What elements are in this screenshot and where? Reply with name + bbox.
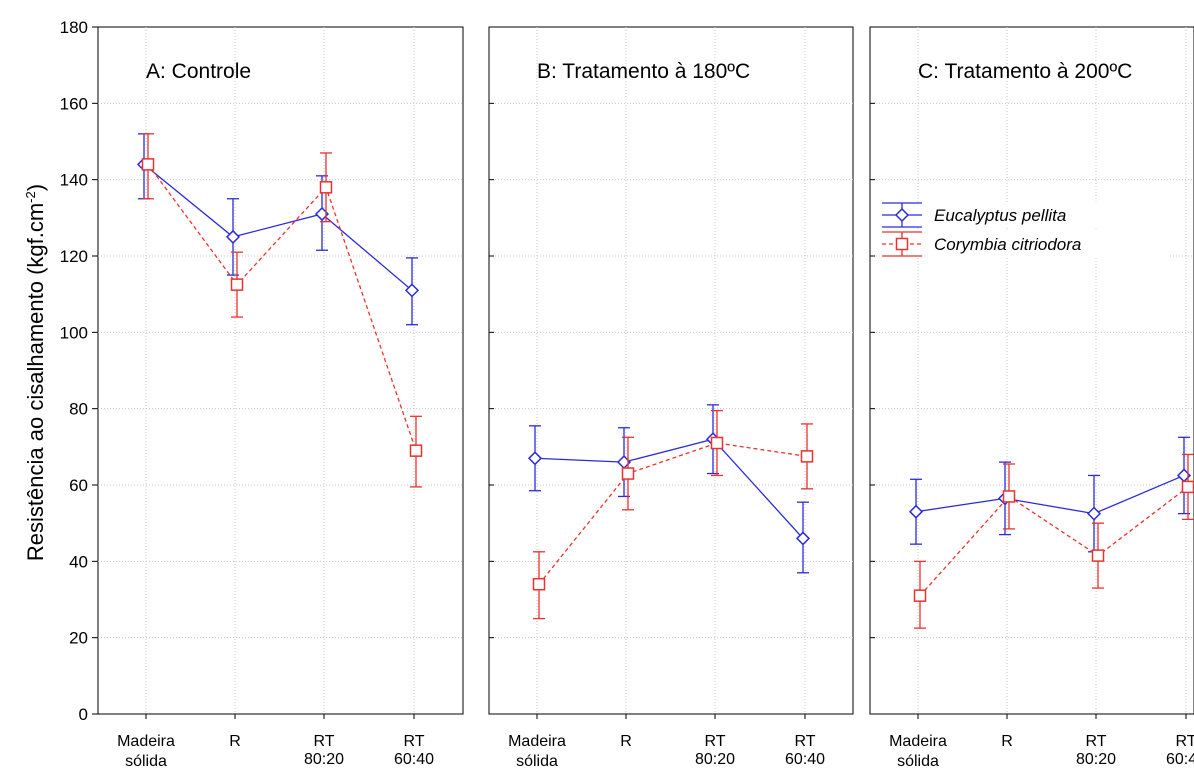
plot-frame	[97, 26, 464, 715]
x-tick-label: Madeira	[508, 733, 566, 750]
series-eucalyptus-pellita	[908, 436, 1192, 553]
marker-diamond	[894, 207, 910, 223]
marker-square	[710, 436, 724, 450]
marker-square	[319, 181, 333, 194]
x-tick-label: R	[1001, 733, 1013, 750]
x-tick-label: RT	[794, 733, 815, 750]
x-tick-label: 60:40	[1166, 751, 1194, 768]
y-tick-label: 80	[69, 400, 88, 419]
marker-square	[1181, 480, 1194, 494]
series-corymbia-citriodora	[913, 453, 1194, 629]
x-tick-label: R	[620, 733, 632, 750]
x-tick-label: sólida	[897, 753, 939, 770]
y-axis: 0 20 40 60 80 100 120 140 160 180 Resistência ao c…	[23, 18, 98, 724]
x-tick-label: 80:20	[304, 751, 344, 768]
legend: Eucalyptus pellita Corymbia citriodora	[880, 202, 1170, 257]
marker-square	[1002, 490, 1016, 503]
legend-bg	[880, 231, 1170, 257]
series-line	[143, 163, 413, 291]
x-tick-label: Madeira	[117, 733, 175, 750]
y-tick-label: 120	[60, 247, 88, 266]
series-corymbia-citriodora	[532, 409, 814, 620]
x-tick-label: 60:40	[785, 751, 825, 768]
marker-diamond	[404, 283, 420, 298]
series-line	[915, 474, 1185, 515]
y-tick-label: 60	[69, 476, 88, 495]
x-tick-label: RT	[403, 733, 424, 750]
x-tick-label: RT	[704, 733, 725, 750]
x-tick-label: RT	[1085, 733, 1106, 750]
panel-title: C: Tratamento à 200ºC	[918, 60, 1132, 83]
series-line	[534, 438, 804, 539]
legend-bg	[880, 202, 1170, 228]
x-tick-label: sólida	[516, 753, 558, 770]
y-tick-label: 100	[60, 323, 88, 342]
series-corymbia-citriodora	[141, 133, 423, 488]
marker-diamond	[1086, 506, 1102, 521]
legend-item-corymbia-citriodora: Corymbia citriodora	[880, 231, 1170, 257]
marker-diamond	[527, 451, 543, 466]
series-line	[538, 442, 808, 585]
y-tick-label: 180	[60, 18, 88, 37]
panel-title: B: Tratamento à 180ºC	[537, 60, 750, 83]
x-tick-label: R	[229, 733, 241, 750]
marker-diamond	[908, 504, 924, 519]
x-tick-label: 60:40	[394, 751, 434, 768]
y-tick-label: 160	[60, 94, 88, 113]
x-tick-label: Madeira	[889, 733, 947, 750]
y-tick-label: 40	[69, 552, 88, 571]
series-line	[919, 486, 1189, 597]
x-tick-label: RT	[1175, 733, 1194, 750]
marker-square	[409, 444, 423, 457]
marker-diamond	[225, 229, 241, 244]
legend-label: Corymbia citriodora	[934, 235, 1081, 254]
marker-diamond	[795, 531, 811, 546]
marker-square	[913, 589, 927, 602]
y-axis-label: Resistência ao cisalhamento (kgf.cm-2)	[23, 184, 48, 561]
marker-square	[532, 577, 546, 591]
marker-square	[621, 467, 635, 480]
panel-title: A: Controle	[146, 60, 251, 83]
legend-label: Eucalyptus pellita	[934, 206, 1066, 225]
plot-frame	[869, 26, 1194, 715]
legend-item-eucalyptus-pellita: Eucalyptus pellita	[880, 202, 1170, 228]
x-tick-label: sólida	[125, 753, 167, 770]
marker-square	[141, 158, 155, 171]
x-tick-label: 80:20	[695, 751, 735, 768]
marker-square	[230, 278, 244, 291]
series-line	[147, 164, 417, 451]
y-tick-label: 0	[79, 705, 88, 724]
y-tick-label: 140	[60, 171, 88, 190]
y-tick-label: 20	[69, 629, 88, 648]
series-eucalyptus-pellita	[527, 404, 811, 574]
marker-square	[1091, 549, 1105, 562]
x-tick-label: 80:20	[1076, 751, 1116, 768]
marker-square	[895, 237, 909, 251]
marker-square	[800, 450, 814, 463]
x-tick-label: RT	[313, 733, 334, 750]
plot-frame	[488, 26, 854, 715]
